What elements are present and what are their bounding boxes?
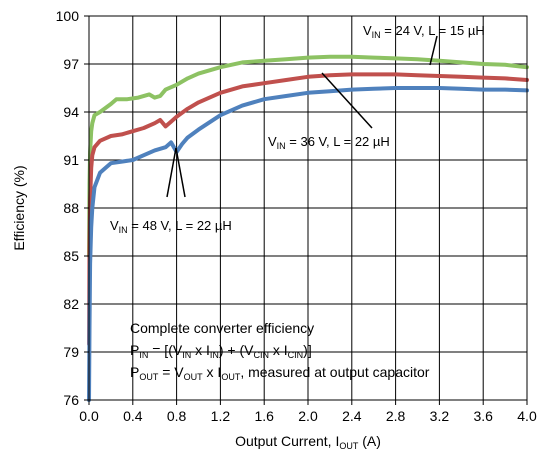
y-tick-label: 79: [63, 344, 79, 360]
callout-leader: [321, 72, 373, 129]
x-tick-label: 1.6: [254, 408, 274, 424]
x-axis-title: Output Current, IOUT (A): [235, 433, 381, 451]
x-tick-label: 2.8: [386, 408, 406, 424]
note-text: , measured at output capacitor: [240, 364, 429, 380]
series-label-36v: VIN = 36 V, L = 22 µH: [268, 134, 390, 151]
note-line-3: POUT = VOUT x IOUT, measured at output c…: [130, 364, 430, 382]
x-tick-label: 3.2: [430, 408, 450, 424]
note-subscript: CIN: [254, 350, 270, 360]
series-layer: [87, 54, 529, 402]
y-tick-label: 94: [63, 104, 79, 120]
note-text: )]: [303, 342, 312, 358]
series-label-36v-sub: IN: [277, 141, 286, 151]
efficiency-notes: Complete converter efficiency PIN = [(VI…: [130, 320, 430, 382]
note-subscript: OUT: [184, 372, 204, 382]
callout-leader: [429, 35, 438, 66]
series-label-36v-main: V: [268, 134, 277, 149]
note-subscript: OUT: [139, 372, 159, 382]
series-label-24v-sub: IN: [372, 30, 381, 40]
x-tick-label: 2.0: [298, 408, 318, 424]
note-subscript: IN: [210, 350, 219, 360]
x-axis-title-sub: OUT: [339, 441, 359, 451]
y-tick-labels: 76 79 82 85 88 91 94 97 100: [56, 8, 89, 408]
y-tick-label: 100: [56, 8, 80, 24]
note-subscript: CIN: [288, 350, 304, 360]
callout-leader: [166, 147, 177, 198]
note-text: x I: [269, 342, 288, 358]
y-tick-label: 76: [63, 392, 79, 408]
note-line-2: PIN = [(VIN x IIN) + (VCIN x ICIN)]: [130, 342, 312, 360]
y-tick-label: 97: [63, 56, 79, 72]
series-line-24v: [87, 54, 529, 258]
y-tick-label: 91: [63, 152, 79, 168]
y-tick-label: 82: [63, 296, 79, 312]
note-text: ) + (V: [219, 342, 254, 358]
callouts: [166, 35, 438, 198]
series-label-48v-tail: = 48 V, L = 22 µH: [128, 218, 232, 233]
y-tick-label: 88: [63, 200, 79, 216]
series-label-48v-sub: IN: [119, 225, 128, 235]
series-line-36v: [87, 72, 529, 346]
x-tick-label: 3.6: [473, 408, 493, 424]
x-tick-label: 4.0: [517, 408, 537, 424]
note-text: x I: [203, 364, 222, 380]
series-label-48v: VIN = 48 V, L = 22 µH: [110, 218, 232, 235]
note-text: = [(V: [148, 342, 183, 358]
x-tick-label: 0.4: [123, 408, 143, 424]
callout-leader: [175, 147, 186, 198]
x-tick-label: 0.8: [167, 408, 187, 424]
x-tick-label: 0.0: [79, 408, 99, 424]
note-subscript: IN: [182, 350, 191, 360]
series-line-48v: [87, 86, 529, 402]
note-text: = V: [158, 364, 184, 380]
y-axis-title: Efficiency (%): [11, 165, 27, 250]
x-axis-title-main: Output Current, I: [235, 433, 339, 449]
x-tick-label: 1.2: [211, 408, 231, 424]
grid: [89, 16, 527, 400]
note-line-1: Complete converter efficiency: [130, 320, 314, 336]
note-text: P: [130, 342, 139, 358]
series-label-48v-main: V: [110, 218, 119, 233]
series-label-24v-main: V: [363, 23, 372, 38]
x-tick-labels: 0.0 0.4 0.8 1.2 1.6 2.0 2.4 2.8 3.2 3.6 4.0: [79, 400, 537, 424]
note-subscript: OUT: [221, 372, 241, 382]
note-text: P: [130, 364, 139, 380]
note-text: x I: [191, 342, 210, 358]
series-label-24v: VIN = 24 V, L = 15 µH: [363, 23, 485, 40]
series-label-36v-tail: = 36 V, L = 22 µH: [286, 134, 390, 149]
series-label-24v-tail: = 24 V, L = 15 µH: [381, 23, 485, 38]
y-tick-label: 85: [63, 248, 79, 264]
x-axis-title-tail: (A): [358, 433, 381, 449]
x-tick-label: 2.4: [342, 408, 362, 424]
note-subscript: IN: [139, 350, 148, 360]
